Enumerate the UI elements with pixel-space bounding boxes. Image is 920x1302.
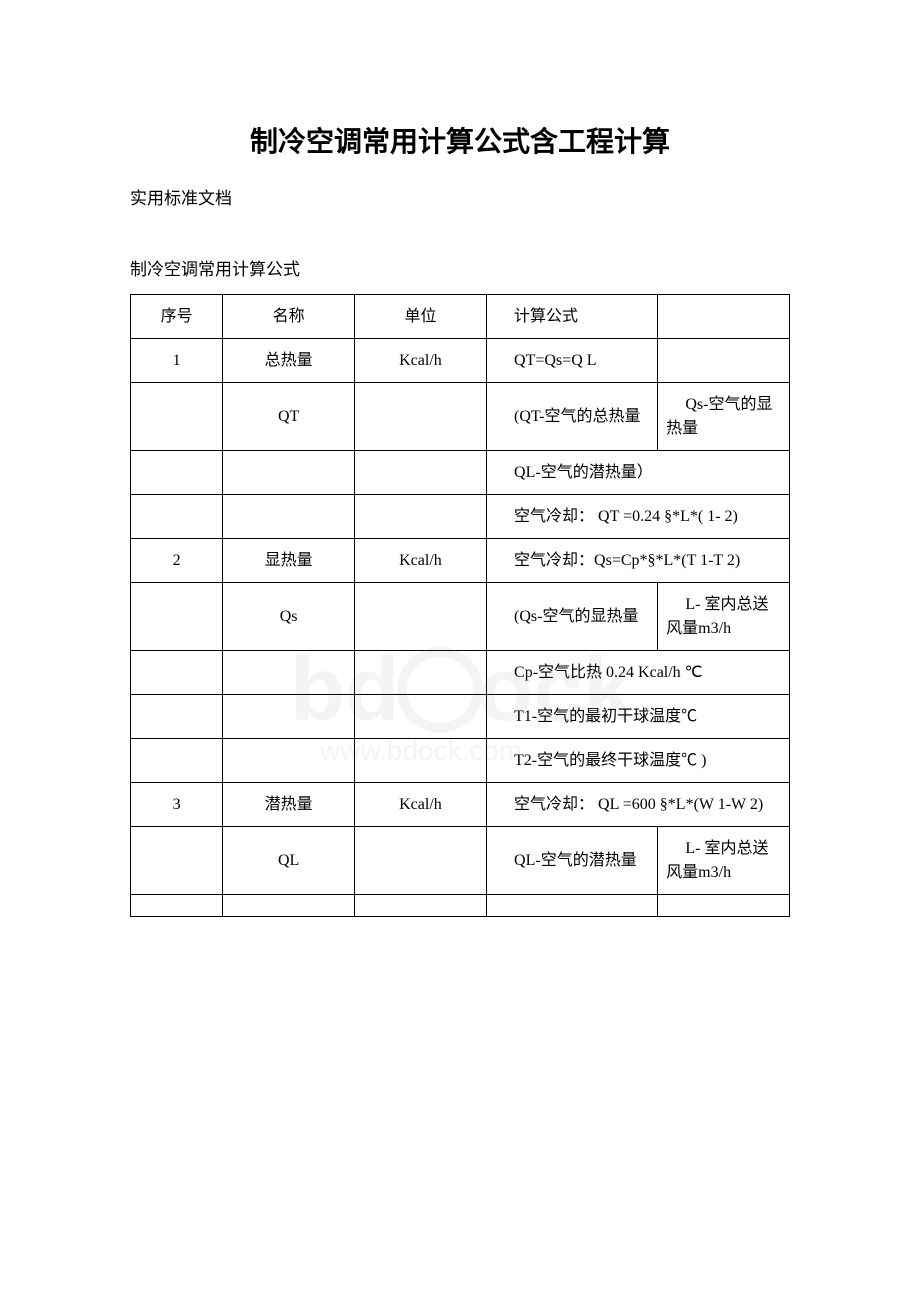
cell-blank bbox=[131, 450, 223, 494]
cell-blank bbox=[223, 739, 355, 783]
cell-formula: Cp-空气比热 0.24 Kcal/h ℃ bbox=[486, 650, 789, 694]
cell-blank bbox=[131, 650, 223, 694]
cell-blank bbox=[355, 583, 487, 650]
cell-blank bbox=[355, 450, 487, 494]
cell-blank bbox=[131, 894, 223, 916]
cell-blank bbox=[223, 650, 355, 694]
cell-formula: (Qs-空气的显热量 bbox=[486, 583, 657, 650]
cell-blank bbox=[355, 694, 487, 738]
cell-blank bbox=[223, 450, 355, 494]
table-row: 3 潜热量 Kcal/h 空气冷却： QL =600 §*L*(W 1-W 2) bbox=[131, 783, 790, 827]
cell-blank bbox=[355, 494, 487, 538]
cell-seq: 2 bbox=[131, 539, 223, 583]
header-formula: 计算公式 bbox=[486, 295, 657, 339]
cell-blank bbox=[658, 894, 790, 916]
table-row: T2-空气的最终干球温度℃ ) bbox=[131, 739, 790, 783]
cell-blank bbox=[355, 383, 487, 450]
table-row bbox=[131, 894, 790, 916]
cell-blank bbox=[131, 494, 223, 538]
table-row: Cp-空气比热 0.24 Kcal/h ℃ bbox=[131, 650, 790, 694]
header-blank bbox=[658, 295, 790, 339]
table-row: T1-空气的最初干球温度℃ bbox=[131, 694, 790, 738]
cell-seq: 3 bbox=[131, 783, 223, 827]
cell-name: 总热量 bbox=[223, 339, 355, 383]
cell-unit: Kcal/h bbox=[355, 539, 487, 583]
cell-blank bbox=[131, 694, 223, 738]
table-row: QL-空气的潜热量） bbox=[131, 450, 790, 494]
header-unit: 单位 bbox=[355, 295, 487, 339]
cell-unit: Kcal/h bbox=[355, 339, 487, 383]
page-title: 制冷空调常用计算公式含工程计算 bbox=[130, 120, 790, 160]
cell-formula: 空气冷却： QT =0.24 §*L*( 1- 2) bbox=[486, 494, 789, 538]
subtitle: 实用标准文档 bbox=[130, 184, 790, 209]
cell-blank bbox=[658, 339, 790, 383]
table-header-row: 序号 名称 单位 计算公式 bbox=[131, 295, 790, 339]
cell-formula: QL-空气的潜热量） bbox=[486, 450, 789, 494]
cell-blank bbox=[486, 894, 657, 916]
cell-name: Qs bbox=[223, 583, 355, 650]
cell-blank bbox=[355, 650, 487, 694]
cell-name: QT bbox=[223, 383, 355, 450]
header-seq: 序号 bbox=[131, 295, 223, 339]
cell-blank bbox=[131, 739, 223, 783]
cell-formula: T1-空气的最初干球温度℃ bbox=[486, 694, 789, 738]
cell-note: L- 室内总送风量m3/h bbox=[658, 827, 790, 894]
section-heading: 制冷空调常用计算公式 bbox=[130, 255, 790, 280]
table-row: 1 总热量 Kcal/h QT=Qs=Q L bbox=[131, 339, 790, 383]
table-row: Qs (Qs-空气的显热量 L- 室内总送风量m3/h bbox=[131, 583, 790, 650]
cell-blank bbox=[223, 494, 355, 538]
cell-blank bbox=[223, 694, 355, 738]
cell-formula: QT=Qs=Q L bbox=[486, 339, 657, 383]
cell-seq: 1 bbox=[131, 339, 223, 383]
cell-blank bbox=[131, 583, 223, 650]
cell-blank bbox=[355, 827, 487, 894]
cell-formula: (QT-空气的总热量 bbox=[486, 383, 657, 450]
cell-blank bbox=[355, 894, 487, 916]
table-row: QT (QT-空气的总热量 Qs-空气的显热量 bbox=[131, 383, 790, 450]
cell-blank bbox=[131, 827, 223, 894]
formula-table: 序号 名称 单位 计算公式 1 总热量 Kcal/h QT=Qs=Q L QT … bbox=[130, 294, 790, 917]
cell-name: 潜热量 bbox=[223, 783, 355, 827]
cell-note: Qs-空气的显热量 bbox=[658, 383, 790, 450]
cell-unit: Kcal/h bbox=[355, 783, 487, 827]
cell-name: 显热量 bbox=[223, 539, 355, 583]
cell-name: QL bbox=[223, 827, 355, 894]
table-row: 2 显热量 Kcal/h 空气冷却：Qs=Cp*§*L*(T 1-T 2) bbox=[131, 539, 790, 583]
header-name: 名称 bbox=[223, 295, 355, 339]
cell-blank bbox=[355, 739, 487, 783]
cell-formula: 空气冷却： QL =600 §*L*(W 1-W 2) bbox=[486, 783, 789, 827]
table-row: 空气冷却： QT =0.24 §*L*( 1- 2) bbox=[131, 494, 790, 538]
cell-formula: 空气冷却：Qs=Cp*§*L*(T 1-T 2) bbox=[486, 539, 789, 583]
cell-formula: T2-空气的最终干球温度℃ ) bbox=[486, 739, 789, 783]
table-row: QL QL-空气的潜热量 L- 室内总送风量m3/h bbox=[131, 827, 790, 894]
cell-formula: QL-空气的潜热量 bbox=[486, 827, 657, 894]
cell-note: L- 室内总送风量m3/h bbox=[658, 583, 790, 650]
cell-blank bbox=[223, 894, 355, 916]
cell-blank bbox=[131, 383, 223, 450]
